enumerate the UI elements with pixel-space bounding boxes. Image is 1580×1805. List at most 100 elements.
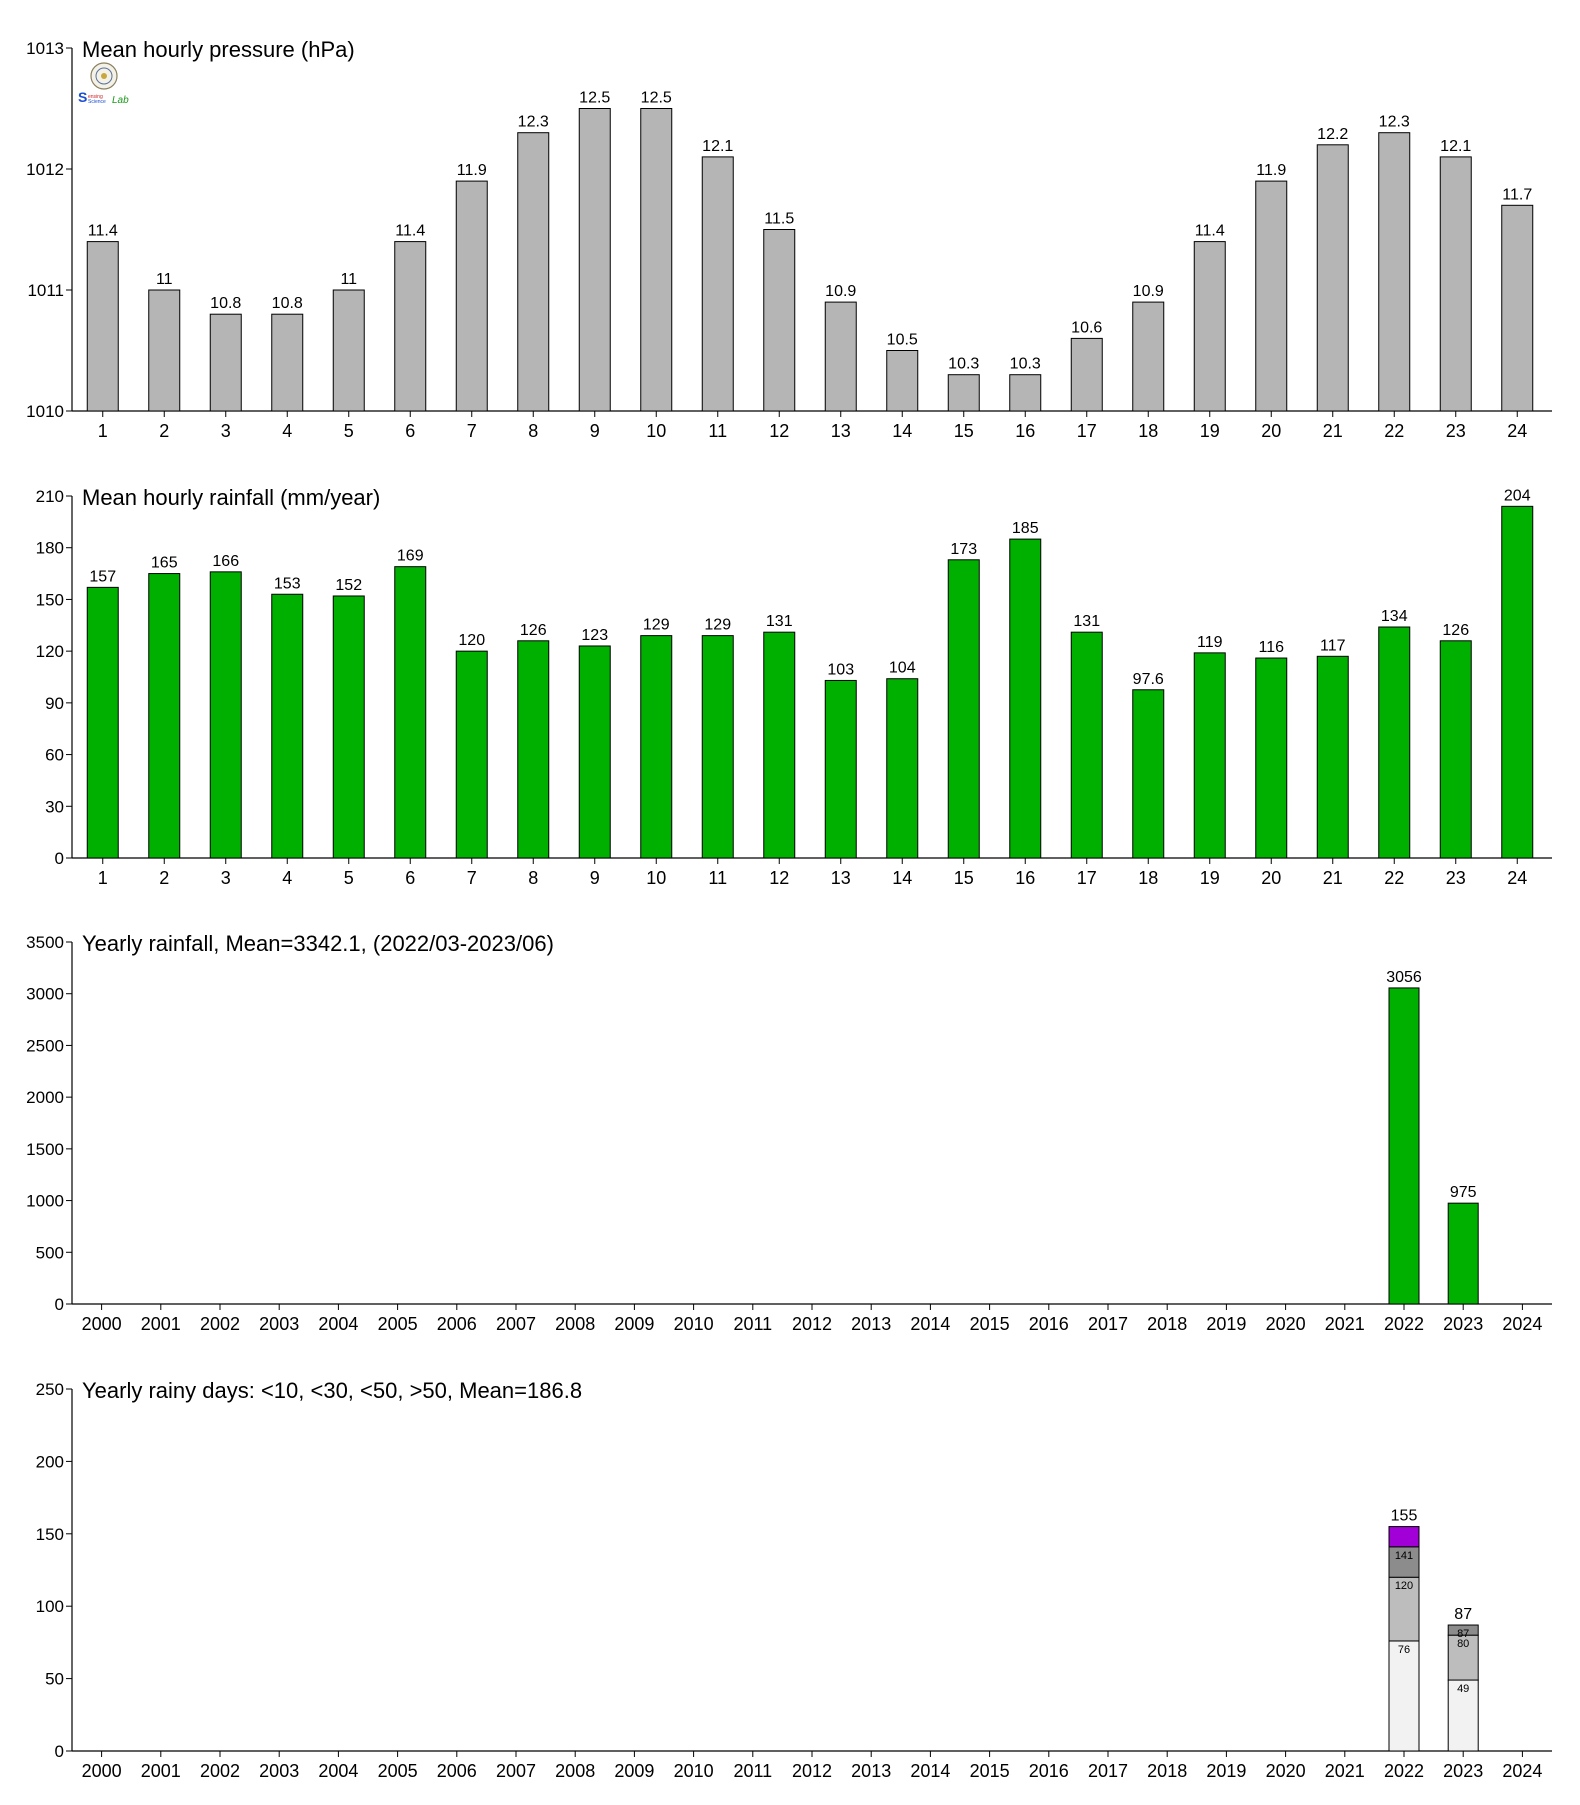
stack-total-label: 155 bbox=[1391, 1508, 1418, 1525]
bar-data-label: 11 bbox=[340, 271, 357, 288]
chart-title: Yearly rainfall, Mean=3342.1, (2022/03-2… bbox=[82, 931, 554, 956]
x-tick-label: 2006 bbox=[437, 1761, 477, 1781]
bar-data-label: 129 bbox=[643, 617, 670, 634]
x-tick-label: 11 bbox=[708, 421, 727, 441]
x-tick-label: 5 bbox=[344, 868, 354, 888]
x-tick-label: 2020 bbox=[1266, 1314, 1306, 1334]
bar bbox=[640, 108, 673, 412]
bar bbox=[1009, 374, 1042, 412]
x-tick-label: 16 bbox=[1015, 421, 1035, 441]
bar bbox=[947, 374, 980, 412]
bar bbox=[1316, 655, 1349, 859]
bar-data-label: 126 bbox=[1442, 622, 1469, 639]
x-tick-label: 2024 bbox=[1502, 1761, 1542, 1781]
bar-data-label: 12.5 bbox=[641, 90, 672, 107]
x-tick-label: 2015 bbox=[970, 1314, 1010, 1334]
x-tick-label: 2003 bbox=[259, 1761, 299, 1781]
y-tick-label: 90 bbox=[45, 694, 64, 713]
x-tick-label: 19 bbox=[1200, 421, 1220, 441]
bar bbox=[763, 631, 796, 859]
bar-data-label: 10.3 bbox=[948, 356, 979, 373]
x-tick-label: 2013 bbox=[851, 1761, 891, 1781]
bar-data-label: 134 bbox=[1381, 608, 1408, 625]
x-tick-label: 10 bbox=[646, 868, 666, 888]
x-tick-label: 2000 bbox=[82, 1761, 122, 1781]
bar-data-label: 119 bbox=[1197, 634, 1223, 651]
bar-data-label: 11.9 bbox=[1256, 162, 1286, 179]
x-tick-label: 2002 bbox=[200, 1314, 240, 1334]
x-tick-label: 2 bbox=[159, 868, 169, 888]
x-tick-label: 2004 bbox=[318, 1761, 358, 1781]
bar-data-label: 157 bbox=[89, 568, 116, 585]
bar bbox=[332, 289, 365, 412]
logo-text-s: S bbox=[78, 89, 87, 105]
x-tick-label: 18 bbox=[1138, 421, 1158, 441]
x-tick-label: 2010 bbox=[674, 1761, 714, 1781]
x-tick-label: 17 bbox=[1077, 868, 1097, 888]
bar bbox=[1316, 144, 1349, 412]
bar bbox=[1193, 652, 1226, 859]
bar-data-label: 103 bbox=[827, 661, 854, 678]
x-tick-label: 2004 bbox=[318, 1314, 358, 1334]
bar-data-label: 169 bbox=[397, 548, 424, 565]
bar bbox=[517, 640, 550, 859]
x-tick-label: 2020 bbox=[1266, 1761, 1306, 1781]
bar-data-label: 12.2 bbox=[1317, 126, 1348, 143]
x-tick-label: 15 bbox=[954, 421, 974, 441]
bar-data-label: 185 bbox=[1012, 520, 1039, 537]
bar bbox=[455, 180, 488, 412]
chart-panel-3: Yearly rainfall, Mean=3342.1, (2022/03-2… bbox=[26, 931, 1552, 1334]
segment-data-label: 80 bbox=[1457, 1638, 1469, 1650]
x-tick-label: 12 bbox=[769, 421, 789, 441]
x-tick-label: 2012 bbox=[792, 1314, 832, 1334]
x-tick-label: 23 bbox=[1446, 868, 1466, 888]
x-tick-label: 20 bbox=[1261, 421, 1281, 441]
stack-segment bbox=[1388, 1546, 1420, 1578]
bar-data-label: 12.1 bbox=[1440, 138, 1471, 155]
bar-data-label: 153 bbox=[274, 575, 301, 592]
x-tick-label: 2007 bbox=[496, 1314, 536, 1334]
bar bbox=[1501, 204, 1534, 412]
y-tick-label: 210 bbox=[36, 487, 64, 506]
stack-segment bbox=[1447, 1624, 1479, 1636]
x-tick-label: 2006 bbox=[437, 1314, 477, 1334]
bar-data-label: 11.4 bbox=[1195, 223, 1225, 240]
y-tick-label: 1012 bbox=[26, 160, 64, 179]
bar bbox=[578, 645, 611, 859]
bar bbox=[947, 559, 980, 859]
x-tick-label: 23 bbox=[1446, 421, 1466, 441]
segment-data-label: 76 bbox=[1398, 1644, 1410, 1656]
x-tick-label: 2005 bbox=[378, 1761, 418, 1781]
chart-title: Mean hourly pressure (hPa) bbox=[82, 37, 355, 62]
logo-seal-inner-icon bbox=[95, 67, 113, 85]
bar-data-label: 11.7 bbox=[1502, 186, 1532, 203]
x-tick-label: 2022 bbox=[1384, 1761, 1424, 1781]
bar bbox=[1378, 626, 1411, 859]
stack-segment bbox=[1388, 1640, 1420, 1752]
x-tick-label: 13 bbox=[831, 868, 851, 888]
bar-data-label: 204 bbox=[1504, 487, 1531, 504]
x-tick-label: 2019 bbox=[1206, 1314, 1246, 1334]
x-tick-label: 2009 bbox=[614, 1314, 654, 1334]
bar bbox=[1447, 1202, 1479, 1305]
x-tick-label: 17 bbox=[1077, 421, 1097, 441]
bar bbox=[1439, 640, 1472, 859]
y-tick-label: 2500 bbox=[26, 1036, 64, 1055]
chart-title: Mean hourly rainfall (mm/year) bbox=[82, 485, 380, 510]
bar-data-label: 104 bbox=[889, 660, 916, 677]
bar-data-label: 10.3 bbox=[1010, 356, 1041, 373]
x-tick-label: 2011 bbox=[733, 1761, 772, 1781]
x-tick-label: 2023 bbox=[1443, 1314, 1483, 1334]
logo-seal-center-icon bbox=[101, 73, 107, 79]
x-tick-label: 7 bbox=[467, 868, 477, 888]
x-tick-label: 18 bbox=[1138, 868, 1158, 888]
bar-data-label: 117 bbox=[1320, 637, 1346, 654]
y-tick-label: 500 bbox=[36, 1243, 64, 1262]
bar bbox=[394, 566, 427, 859]
bar-data-label: 11.9 bbox=[457, 162, 487, 179]
y-tick-label: 50 bbox=[45, 1670, 64, 1689]
x-tick-label: 2008 bbox=[555, 1761, 595, 1781]
bar-data-label: 10.8 bbox=[272, 295, 303, 312]
x-tick-label: 2 bbox=[159, 421, 169, 441]
